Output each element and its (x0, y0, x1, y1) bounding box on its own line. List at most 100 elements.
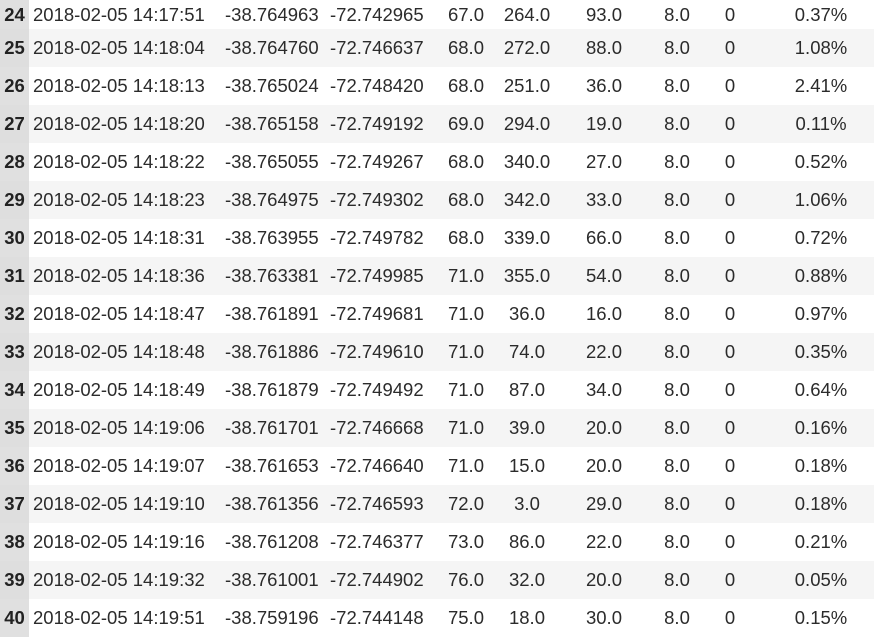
latitude-cell: -38.761001 (225, 569, 319, 590)
longitude-cell: -72.749681 (330, 303, 424, 324)
timestamp-cell: 2018-02-05 14:17:51 (33, 4, 205, 25)
longitude-cell: -72.749192 (330, 113, 424, 134)
row-index: 26 (0, 67, 29, 105)
latitude-cell: -38.759196 (225, 607, 319, 628)
timestamp-cell: 2018-02-05 14:18:20 (33, 113, 205, 134)
row-index: 37 (0, 485, 29, 523)
timestamp-cell: 2018-02-05 14:18:48 (33, 341, 205, 362)
value-cell-8: 8.0 (664, 113, 690, 134)
table-row: 24 2018-02-05 14:17:51 -38.764963 -72.74296… (0, 0, 874, 29)
value-cell-7: 36.0 (585, 75, 622, 96)
value-cell-6: 87.0 (508, 379, 545, 400)
latitude-cell: -38.763381 (225, 265, 319, 286)
row-index: 31 (0, 257, 29, 295)
percent-cell: 0.64% (794, 379, 848, 400)
value-cell-5: 73.0 (447, 531, 484, 552)
value-cell-7: 22.0 (585, 531, 622, 552)
percent-cell: 1.06% (794, 189, 848, 210)
longitude-cell: -72.749267 (330, 151, 424, 172)
percent-cell: 0.88% (794, 265, 848, 286)
value-cell-6: 355.0 (503, 265, 551, 286)
table-row: 35 2018-02-05 14:19:06 -38.761701 -72.74666… (0, 409, 874, 447)
latitude-cell: -38.761879 (225, 379, 319, 400)
latitude-cell: -38.765055 (225, 151, 319, 172)
value-cell-8: 8.0 (664, 303, 690, 324)
longitude-cell: -72.748420 (330, 75, 424, 96)
timestamp-cell: 2018-02-05 14:18:04 (33, 37, 205, 58)
value-cell-8: 8.0 (664, 417, 690, 438)
value-cell-7: 16.0 (585, 303, 622, 324)
table-row: 37 2018-02-05 14:19:10 -38.761356 -72.74659… (0, 485, 874, 523)
value-cell-7: 88.0 (585, 37, 622, 58)
value-cell-8: 8.0 (664, 569, 690, 590)
table-row: 40 2018-02-05 14:19:51 -38.759196 -72.74414… (0, 599, 874, 637)
percent-cell: 0.15% (794, 607, 848, 628)
value-cell-9: 0 (724, 265, 736, 286)
row-index: 24 (0, 0, 29, 29)
value-cell-5: 71.0 (447, 341, 484, 362)
timestamp-cell: 2018-02-05 14:19:07 (33, 455, 205, 476)
row-index: 40 (0, 599, 29, 637)
percent-cell: 0.11% (795, 113, 847, 134)
value-cell-9: 0 (724, 189, 736, 210)
latitude-cell: -38.761701 (225, 417, 319, 438)
table-row: 33 2018-02-05 14:18:48 -38.761886 -72.74961… (0, 333, 874, 371)
value-cell-9: 0 (724, 75, 736, 96)
row-index: 28 (0, 143, 29, 181)
value-cell-9: 0 (724, 341, 736, 362)
value-cell-8: 8.0 (664, 151, 690, 172)
latitude-cell: -38.765024 (225, 75, 319, 96)
percent-cell: 0.52% (794, 151, 848, 172)
row-index: 33 (0, 333, 29, 371)
value-cell-6: 74.0 (508, 341, 545, 362)
latitude-cell: -38.761886 (225, 341, 319, 362)
value-cell-6: 264.0 (503, 4, 551, 25)
value-cell-7: 22.0 (585, 341, 622, 362)
longitude-cell: -72.749985 (330, 265, 424, 286)
latitude-cell: -38.761653 (225, 455, 319, 476)
longitude-cell: -72.744148 (330, 607, 424, 628)
value-cell-6: 339.0 (503, 227, 551, 248)
value-cell-6: 340.0 (503, 151, 551, 172)
row-index: 32 (0, 295, 29, 333)
value-cell-5: 71.0 (447, 379, 484, 400)
longitude-cell: -72.749782 (330, 227, 424, 248)
timestamp-cell: 2018-02-05 14:19:16 (33, 531, 205, 552)
table-row: 30 2018-02-05 14:18:31 -38.763955 -72.74978… (0, 219, 874, 257)
percent-cell: 0.72% (794, 227, 848, 248)
value-cell-5: 72.0 (447, 493, 484, 514)
row-index: 39 (0, 561, 29, 599)
timestamp-cell: 2018-02-05 14:18:23 (33, 189, 205, 210)
value-cell-7: 34.0 (585, 379, 622, 400)
table-row: 36 2018-02-05 14:19:07 -38.761653 -72.74664… (0, 447, 874, 485)
timestamp-cell: 2018-02-05 14:19:06 (33, 417, 205, 438)
value-cell-8: 8.0 (664, 4, 690, 25)
value-cell-7: 29.0 (585, 493, 622, 514)
value-cell-6: 342.0 (503, 189, 551, 210)
percent-cell: 2.41% (794, 75, 848, 96)
value-cell-8: 8.0 (664, 455, 690, 476)
value-cell-8: 8.0 (664, 379, 690, 400)
value-cell-5: 76.0 (447, 569, 484, 590)
value-cell-5: 67.0 (447, 4, 484, 25)
value-cell-5: 71.0 (447, 303, 484, 324)
value-cell-9: 0 (724, 569, 736, 590)
latitude-cell: -38.763955 (225, 227, 319, 248)
value-cell-5: 68.0 (447, 37, 484, 58)
value-cell-7: 19.0 (585, 113, 622, 134)
longitude-cell: -72.746640 (330, 455, 424, 476)
value-cell-8: 8.0 (664, 37, 690, 58)
value-cell-6: 251.0 (503, 75, 551, 96)
percent-cell: 0.16% (794, 417, 848, 438)
value-cell-6: 36.0 (508, 303, 545, 324)
value-cell-9: 0 (724, 455, 736, 476)
value-cell-9: 0 (724, 303, 736, 324)
value-cell-7: 93.0 (585, 4, 622, 25)
value-cell-7: 20.0 (585, 417, 622, 438)
table-row: 25 2018-02-05 14:18:04 -38.764760 -72.74663… (0, 29, 874, 67)
table-row: 38 2018-02-05 14:19:16 -38.761208 -72.74637… (0, 523, 874, 561)
value-cell-7: 30.0 (585, 607, 622, 628)
table-row: 34 2018-02-05 14:18:49 -38.761879 -72.74949… (0, 371, 874, 409)
value-cell-5: 68.0 (447, 189, 484, 210)
